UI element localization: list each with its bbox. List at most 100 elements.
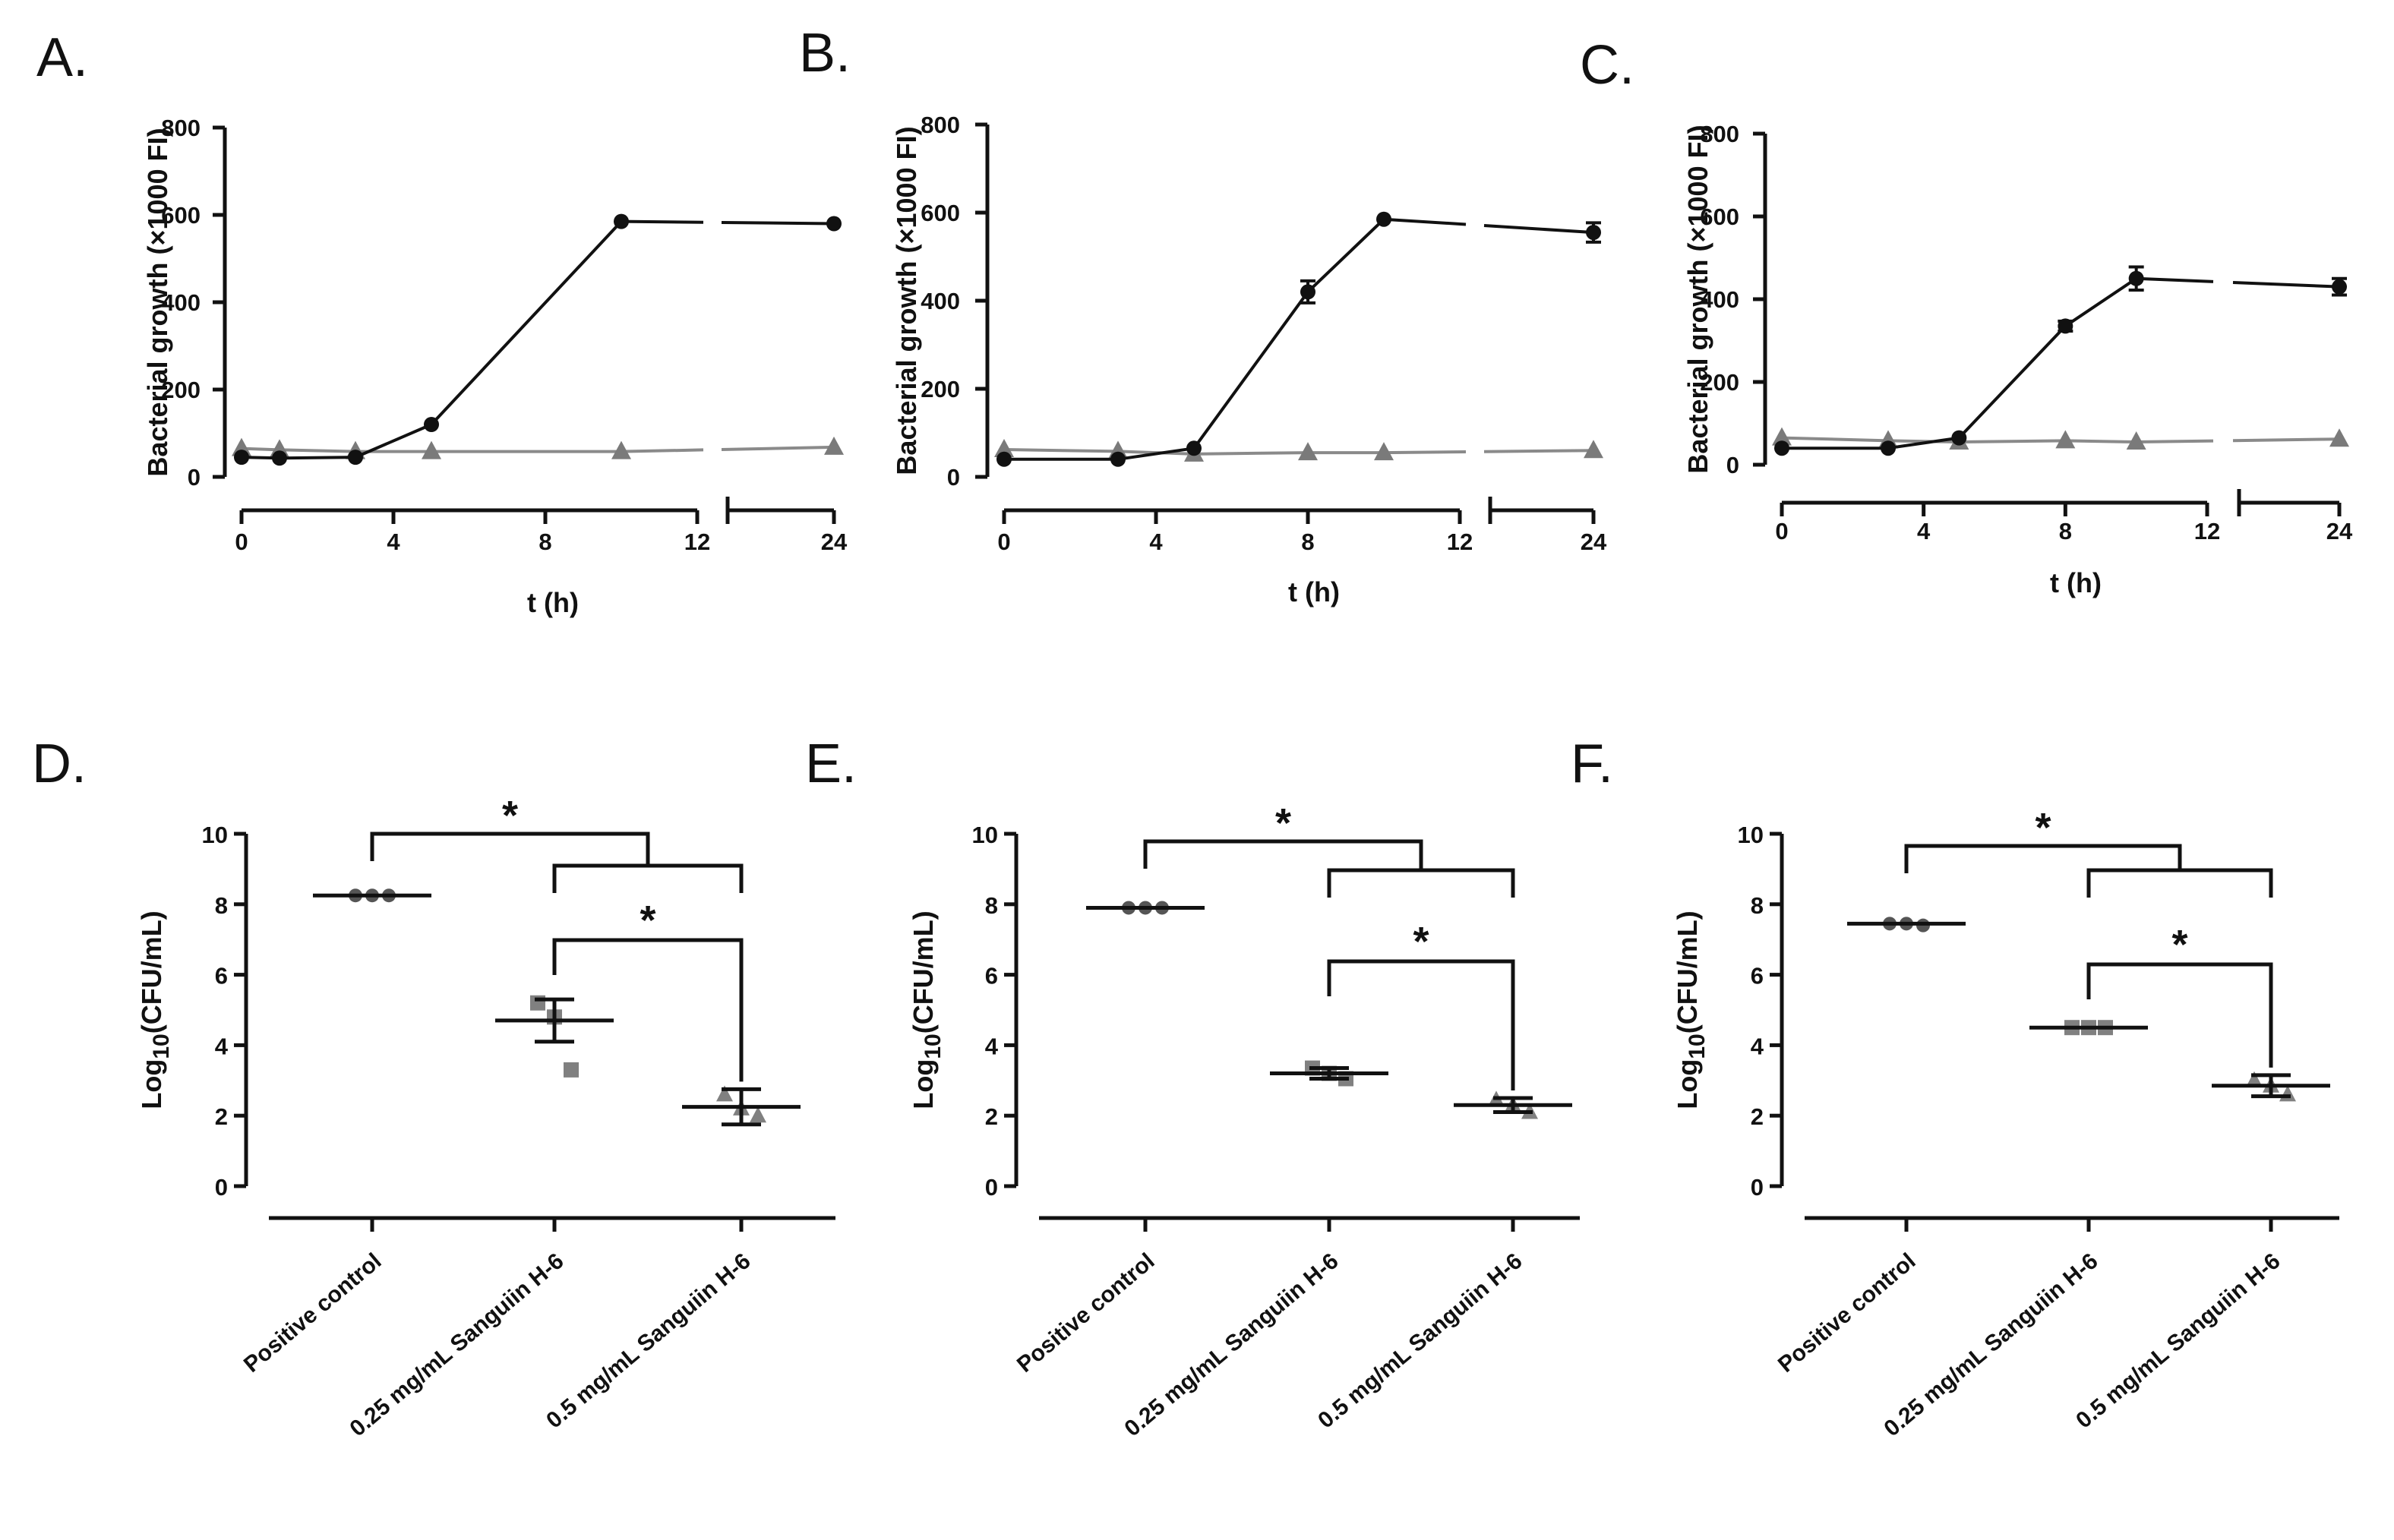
series-line-segment bbox=[1383, 450, 1467, 455]
y-axis-label-main: Log bbox=[136, 1059, 167, 1109]
x-axis-label: t (h) bbox=[2050, 567, 2102, 598]
data-point-triangle bbox=[2246, 1071, 2263, 1087]
x-tick-label: 12 bbox=[1447, 529, 1473, 555]
y-tick-label: 2 bbox=[215, 1103, 228, 1130]
data-point-circle bbox=[1586, 225, 1601, 241]
series-line-segment bbox=[1887, 439, 1960, 444]
y-axis-label: Bacterial growth (×1000 FI) bbox=[1682, 125, 1713, 473]
y-tick-label: 2 bbox=[1751, 1103, 1764, 1130]
data-point-circle bbox=[272, 450, 287, 466]
y-tick-label: 0 bbox=[1751, 1174, 1764, 1201]
y-tick-label: 4 bbox=[985, 1033, 999, 1059]
y-tick-label: 200 bbox=[921, 376, 960, 402]
y-axis-label-unit: (CFU/mL) bbox=[908, 910, 939, 1034]
data-point-circle bbox=[424, 417, 439, 432]
category-label: 0.5 mg/mL Sanguiin H-6 bbox=[2071, 1248, 2285, 1434]
x-tick-label: 8 bbox=[538, 529, 551, 555]
y-tick-label: 6 bbox=[215, 963, 228, 989]
x-tick-label: 12 bbox=[684, 529, 710, 555]
series-control bbox=[234, 213, 842, 466]
significance-star: * bbox=[1275, 800, 1291, 846]
group-1 bbox=[495, 995, 614, 1078]
data-point-triangle bbox=[1584, 440, 1603, 459]
x-tick-label: 24 bbox=[1581, 529, 1607, 555]
y-axis-label: Log10(CFU/mL) bbox=[908, 910, 946, 1109]
y-axis-label: Log10(CFU/mL) bbox=[136, 910, 174, 1109]
category-label: Positive control bbox=[239, 1248, 387, 1377]
y-axis-label: Bacterial growth (×1000 FI) bbox=[142, 128, 173, 476]
data-point-triangle bbox=[611, 440, 631, 459]
y-tick-label: 800 bbox=[161, 115, 201, 141]
data-point-circle bbox=[1300, 284, 1315, 300]
data-point-circle bbox=[826, 216, 842, 232]
bracket-control-vs-treated bbox=[370, 832, 650, 866]
series-line-segment bbox=[1117, 447, 1195, 461]
y-tick-label: 0 bbox=[985, 1174, 998, 1201]
series-line-segment bbox=[1193, 451, 1309, 456]
y-tick-label: 6 bbox=[985, 963, 998, 989]
series-control bbox=[1774, 265, 2347, 456]
series-line-segment bbox=[621, 448, 704, 453]
y-axis-label-main: Log bbox=[908, 1059, 939, 1109]
group-2 bbox=[682, 1085, 801, 1127]
significance-brackets: ** bbox=[370, 793, 744, 1082]
series-line-segment bbox=[430, 220, 623, 426]
y-tick-label: 800 bbox=[1700, 121, 1739, 147]
series-control bbox=[996, 211, 1601, 467]
y-tick-label: 8 bbox=[215, 892, 228, 919]
series-line-segment bbox=[2065, 439, 2137, 444]
y-axis-label-unit: (CFU/mL) bbox=[1672, 910, 1703, 1034]
series-line-segment bbox=[279, 456, 356, 460]
x-tick-label: 24 bbox=[2326, 518, 2353, 544]
bracket-low-vs-high-dose bbox=[2086, 962, 2273, 1068]
y-tick-label: 0 bbox=[188, 464, 201, 491]
y-tick-label: 600 bbox=[921, 200, 960, 226]
x-axis-label: t (h) bbox=[527, 587, 579, 618]
y-tick-label: 10 bbox=[972, 822, 998, 848]
x-tick-label: 12 bbox=[2194, 518, 2220, 544]
y-tick-label: 6 bbox=[1751, 963, 1764, 989]
data-point-circle bbox=[1110, 451, 1126, 467]
y-tick-label: 600 bbox=[1700, 204, 1739, 230]
panel-letter: F. bbox=[1571, 734, 1613, 794]
data-point-circle bbox=[348, 450, 363, 465]
data-point-circle bbox=[2128, 270, 2144, 286]
y-axis-label-subscript: 10 bbox=[149, 1034, 174, 1059]
y-axis-label-main: Log bbox=[1672, 1059, 1703, 1109]
series-line-segment bbox=[2232, 437, 2340, 443]
significance-star: * bbox=[502, 793, 518, 838]
group-2 bbox=[1454, 1090, 1572, 1119]
y-axis-label: Bacterial growth (×1000 FI) bbox=[891, 126, 922, 475]
group-1 bbox=[1270, 1060, 1388, 1087]
series-line-segment bbox=[1957, 325, 2067, 439]
y-tick-label: 0 bbox=[947, 464, 960, 491]
category-label: Positive control bbox=[1012, 1248, 1160, 1377]
significance-brackets: ** bbox=[1904, 805, 2273, 1068]
y-axis-label-subscript: 10 bbox=[921, 1034, 946, 1059]
panel-letter: C. bbox=[1580, 35, 1634, 96]
y-tick-label: 200 bbox=[1700, 369, 1739, 396]
series-line-segment bbox=[1959, 439, 2066, 444]
x-tick-label: 4 bbox=[1149, 529, 1163, 555]
data-point-circle bbox=[1774, 440, 1789, 456]
series-line-segment bbox=[279, 448, 356, 453]
x-axis-label: t (h) bbox=[1288, 576, 1340, 607]
x-tick-label: 0 bbox=[235, 529, 248, 555]
y-tick-label: 800 bbox=[921, 112, 960, 138]
category-label: 0.25 mg/mL Sanguiin H-6 bbox=[1879, 1248, 2102, 1441]
data-point-square bbox=[564, 1062, 579, 1078]
series-line-segment bbox=[1483, 449, 1594, 453]
x-tick-label: 24 bbox=[821, 529, 848, 555]
data-point-circle bbox=[234, 450, 249, 465]
y-tick-label: 10 bbox=[1738, 822, 1764, 848]
series-line-segment bbox=[721, 445, 835, 451]
series-line-segment bbox=[1192, 291, 1309, 450]
x-tick-label: 4 bbox=[387, 529, 400, 555]
data-point-circle bbox=[1951, 430, 1967, 446]
y-tick-label: 4 bbox=[215, 1033, 229, 1059]
data-point-triangle bbox=[2126, 431, 2146, 450]
data-point-circle bbox=[996, 451, 1012, 467]
data-point-triangle bbox=[1772, 427, 1792, 446]
